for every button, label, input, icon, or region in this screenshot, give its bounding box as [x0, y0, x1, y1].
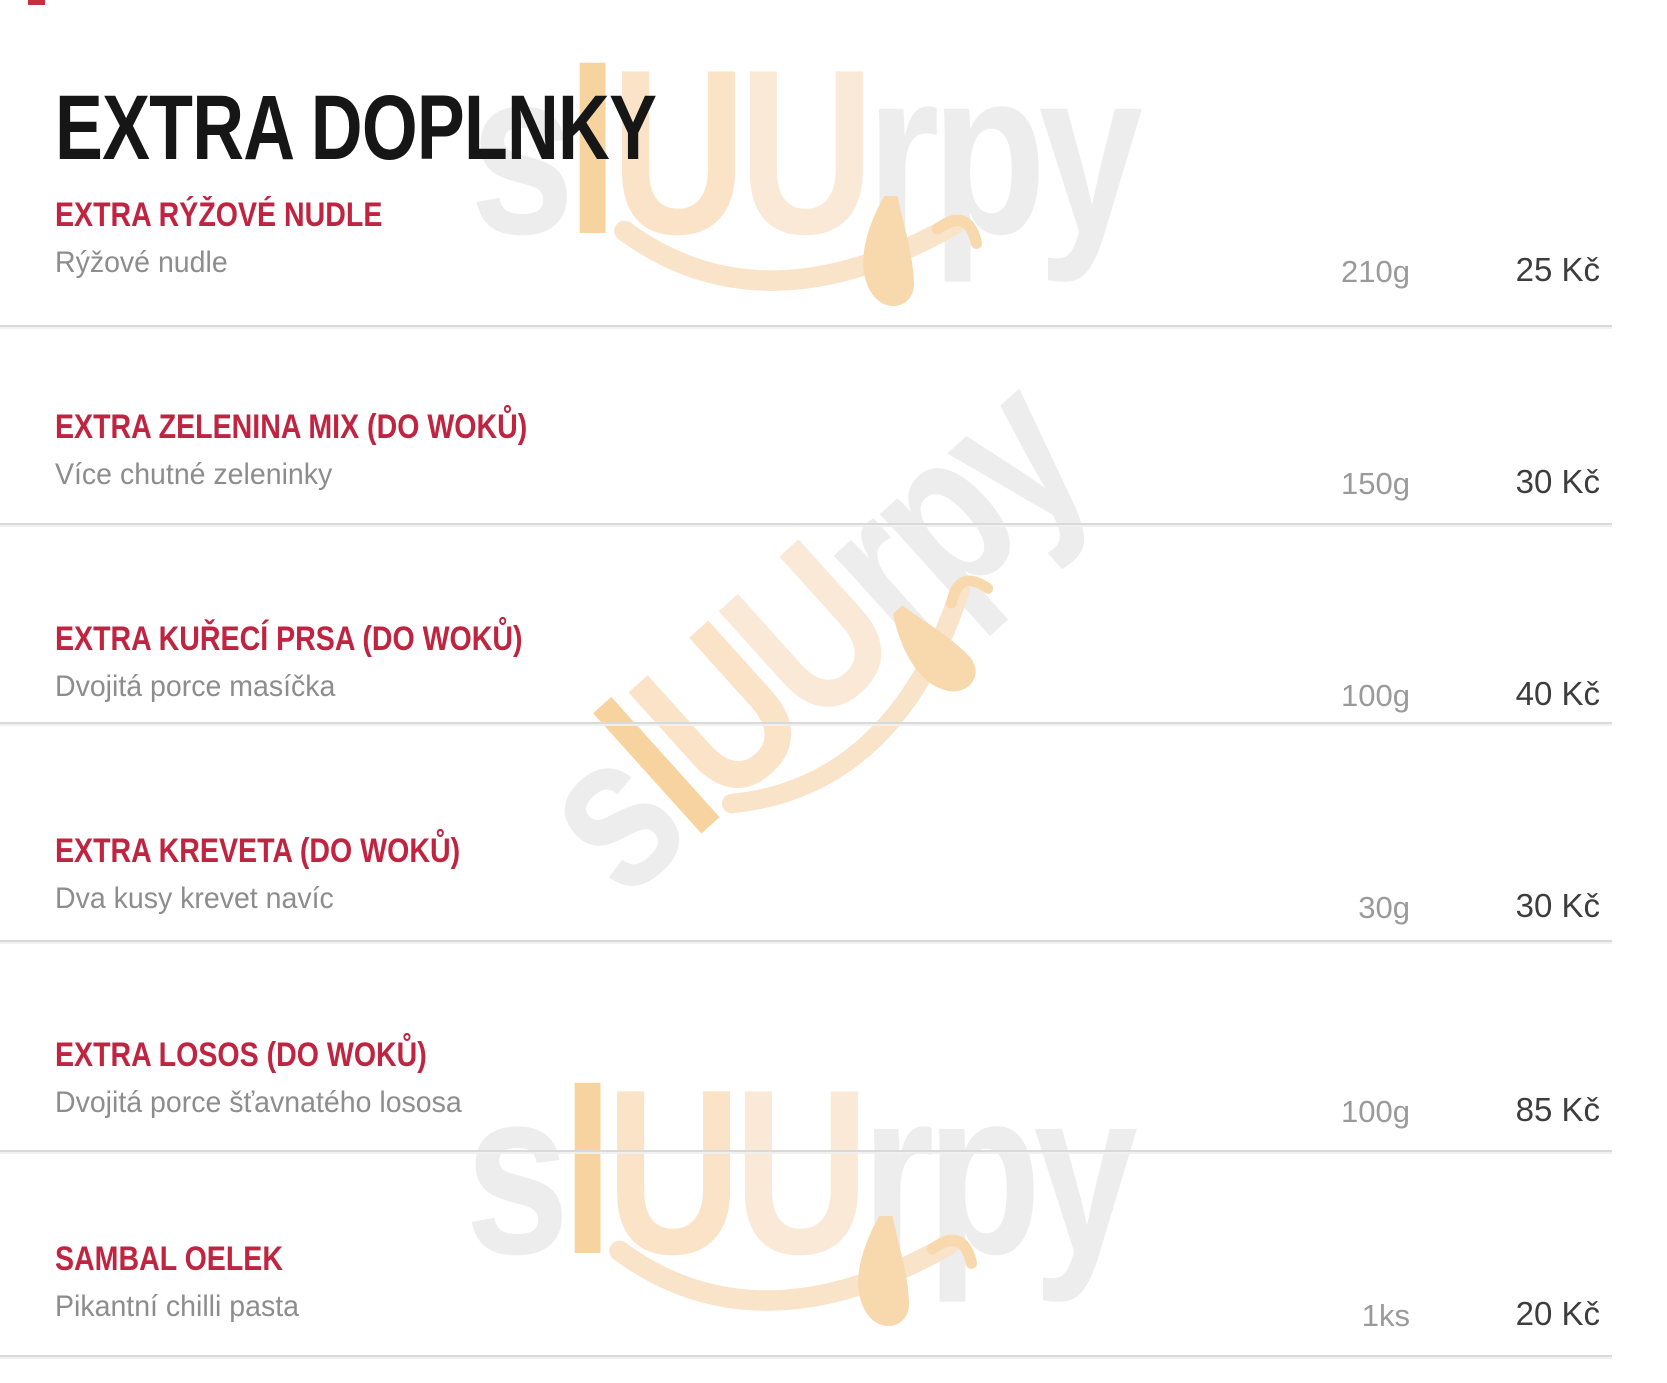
cropped-red-text-fragment: [28, 0, 45, 5]
item-description: Více chutné zeleninky: [55, 458, 333, 491]
menu-item: EXTRA KREVETA (DO WOKŮ) Dva kusy krevet …: [55, 832, 1607, 962]
menu-item: EXTRA RÝŽOVÉ NUDLE Rýžové nudle 210g 25 …: [55, 196, 1607, 326]
item-description: Rýžové nudle: [55, 246, 228, 279]
section-title: EXTRA DOPLNKY: [55, 76, 657, 179]
item-description: Dva kusy krevet navíc: [55, 882, 334, 915]
item-name: EXTRA ZELENINA MIX (DO WOKŮ): [55, 408, 528, 446]
row-divider: [0, 325, 1612, 327]
item-price: 30 Kč: [1515, 463, 1600, 500]
item-price: 30 Kč: [1515, 887, 1600, 924]
item-name: SAMBAL OELEK: [55, 1240, 283, 1278]
row-divider: [0, 722, 1612, 724]
item-price: 25 Kč: [1515, 251, 1600, 288]
sluurpy-watermark-middle: slUUrpy: [489, 239, 1230, 938]
item-weight: 150g: [1341, 466, 1410, 501]
item-weight: 30g: [1358, 890, 1410, 925]
item-price: 40 Kč: [1515, 675, 1600, 712]
item-weight: 210g: [1341, 254, 1410, 289]
item-description: Pikantní chilli pasta: [55, 1290, 299, 1323]
item-price: 20 Kč: [1515, 1295, 1600, 1332]
item-weight: 100g: [1341, 678, 1410, 713]
item-price: 85 Kč: [1515, 1091, 1600, 1128]
row-divider: [0, 1355, 1612, 1357]
item-description: Dvojitá porce šťavnatého lososa: [55, 1086, 462, 1119]
row-divider: [0, 940, 1612, 942]
menu-item: EXTRA KUŘECÍ PRSA (DO WOKŮ) Dvojitá porc…: [55, 620, 1607, 750]
row-divider: [0, 1150, 1612, 1152]
menu-item: EXTRA ZELENINA MIX (DO WOKŮ) Více chutné…: [55, 408, 1607, 538]
item-name: EXTRA KREVETA (DO WOKŮ): [55, 832, 461, 870]
item-description: Dvojitá porce masíčka: [55, 670, 336, 703]
item-weight: 1ks: [1361, 1298, 1410, 1333]
item-name: EXTRA KUŘECÍ PRSA (DO WOKŮ): [55, 620, 523, 658]
item-name: EXTRA LOSOS (DO WOKŮ): [55, 1036, 427, 1074]
row-divider: [0, 523, 1612, 525]
menu-item: EXTRA LOSOS (DO WOKŮ) Dvojitá porce šťav…: [55, 1036, 1607, 1166]
menu-item: SAMBAL OELEK Pikantní chilli pasta 1ks 2…: [55, 1240, 1607, 1370]
item-weight: 100g: [1341, 1094, 1410, 1129]
item-name: EXTRA RÝŽOVÉ NUDLE: [55, 196, 383, 234]
